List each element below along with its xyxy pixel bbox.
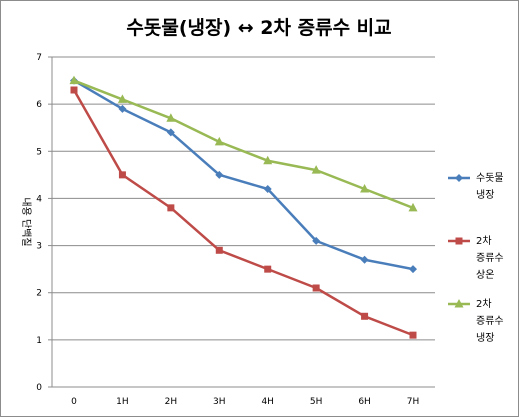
y-tick-label: 4 (36, 194, 42, 204)
data-point (360, 184, 370, 193)
legend-label: 냉장 (476, 189, 494, 201)
data-point (166, 113, 176, 122)
data-point (167, 204, 175, 212)
data-series (69, 75, 418, 339)
y-tick-label: 6 (36, 100, 42, 110)
x-tick-label: 7H (407, 397, 420, 407)
x-axis-ticks: 0 1H 2H 3H 4H 5H 6H 7H (71, 397, 419, 407)
data-point (118, 171, 126, 179)
legend-label: 수돗물 (476, 172, 504, 184)
data-point (408, 202, 418, 212)
x-tick-label: 1H (116, 397, 129, 407)
data-point (455, 174, 463, 182)
legend-label: 냉장 (476, 332, 494, 344)
legend-label: 2차 (476, 235, 492, 247)
series-diamond (70, 76, 417, 274)
series-square (70, 86, 417, 339)
data-point (263, 185, 272, 193)
y-tick-label: 3 (36, 242, 42, 252)
data-point (215, 246, 223, 254)
data-point (409, 265, 417, 274)
x-tick-label: 5H (310, 397, 323, 407)
data-point (69, 75, 79, 85)
series-line (73, 79, 414, 210)
axes (51, 57, 435, 388)
data-point (118, 104, 127, 113)
data-point (264, 265, 272, 273)
grid-lines (52, 56, 435, 341)
data-point (263, 155, 273, 165)
data-point (70, 86, 78, 94)
x-tick-label: 2H (165, 397, 178, 407)
y-tick-label: 2 (36, 289, 42, 299)
x-tick-label: 3H (213, 397, 226, 407)
data-point (214, 136, 224, 146)
data-point (455, 237, 463, 245)
y-tick-label: 5 (36, 147, 42, 157)
legend-label: 증류수 (476, 252, 504, 264)
x-tick-label: 4H (261, 397, 274, 407)
y-tick-label: 0 (36, 383, 42, 393)
series-triangle (69, 75, 418, 212)
data-point (361, 312, 369, 320)
legend-label: 상온 (476, 269, 494, 281)
y-tick-label: 7 (36, 53, 42, 63)
chart-title: 수돗물(냉장) ↔ 2차 증류수 비교 (126, 17, 391, 39)
y-axis-label: 내용 단백질 (20, 197, 32, 246)
data-point (409, 331, 417, 339)
data-point (312, 236, 321, 245)
data-point (215, 170, 224, 179)
y-axis-ticks: 0 1 2 3 4 5 6 7 (36, 53, 52, 393)
data-point (454, 299, 464, 308)
data-point (166, 128, 175, 137)
series-line (73, 79, 414, 271)
data-point (360, 255, 369, 264)
series-line (72, 89, 414, 337)
legend-label: 2차 (476, 298, 492, 310)
x-tick-label: 6H (358, 397, 371, 407)
data-point (312, 284, 320, 292)
data-point (311, 165, 321, 174)
legend-label: 증류수 (476, 315, 504, 327)
x-tick-label: 0 (71, 397, 77, 407)
y-tick-label: 1 (36, 336, 42, 346)
data-point (117, 94, 127, 103)
